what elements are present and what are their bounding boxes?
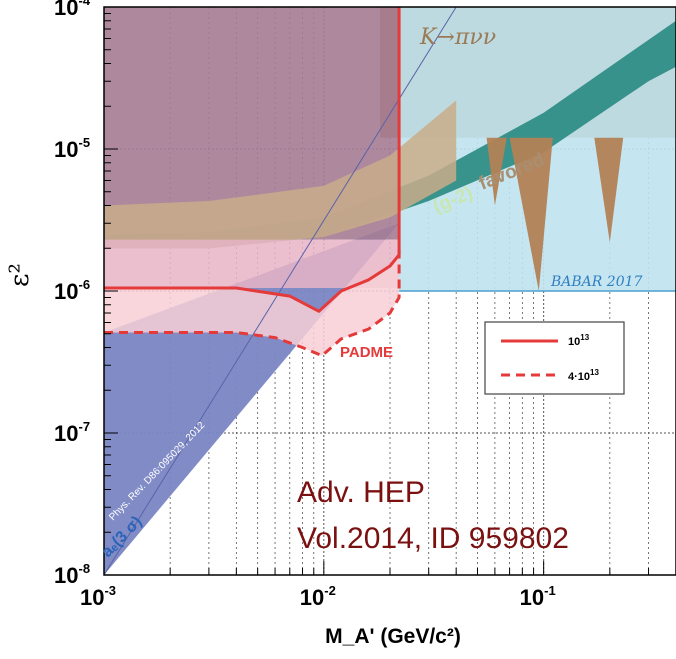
y-tick-label: 10-8	[54, 561, 90, 588]
x-tick-label: 10-3	[80, 583, 116, 610]
y-tick-labels: 10-8 10-7 10-6 10-5 10-4	[54, 0, 91, 588]
y-tick-label: 10-7	[54, 419, 90, 446]
padme-label: PADME	[340, 344, 393, 361]
y-tick-label: 10-5	[54, 135, 90, 162]
citation-line-2: Vol.2014, ID 959802	[297, 522, 569, 555]
legend-label-1e13: 1013	[568, 333, 590, 348]
region-favored	[104, 100, 457, 249]
tick-marks	[103, 12, 676, 576]
x-tick-labels: 10-3 10-2 10-1	[80, 583, 556, 610]
x-tick-label: 10-2	[300, 583, 336, 610]
legend-label-4e13: 4·1013	[568, 368, 599, 383]
kpnn-spike	[509, 137, 553, 291]
curve-4e13	[104, 248, 401, 358]
citation-line-1: Adv. HEP	[297, 476, 425, 509]
ae-boundary-line	[104, 7, 457, 575]
kpnn-spike	[594, 137, 624, 243]
x-tick-label: 10-1	[520, 583, 556, 610]
kpnn-spike	[486, 137, 507, 206]
y-tick-label: 10-6	[54, 277, 90, 304]
y-axis-label: ε²	[5, 263, 35, 287]
babar-label: BABAR 2017	[550, 274, 643, 290]
region-mauve	[104, 7, 400, 240]
x-axis-label: M_A' (GeV/c²)	[325, 625, 461, 648]
legend: 1013 4·1013	[484, 321, 625, 395]
region-padme_light	[104, 254, 400, 356]
region-pink	[104, 239, 400, 288]
exclusion-regions	[104, 7, 676, 575]
legend-box	[484, 321, 625, 395]
curve-1e13	[104, 7, 401, 313]
sensitivity-curves	[104, 7, 676, 358]
kpnn-label: K→πνν	[419, 25, 496, 50]
y-tick-label: 10-4	[54, 0, 91, 20]
